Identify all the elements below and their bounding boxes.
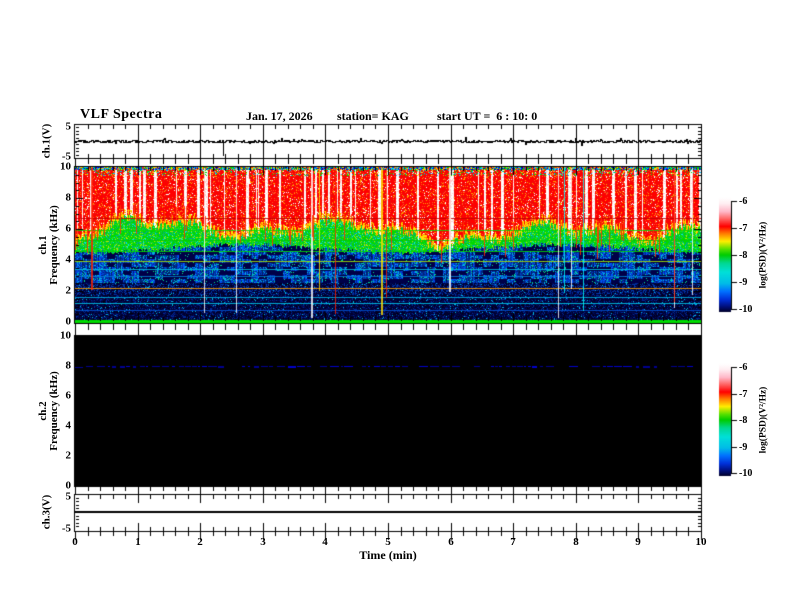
header-date: Jan. 17, 2026 xyxy=(246,109,313,123)
x-tick-label: 3 xyxy=(260,536,266,548)
ch1-voltage-axis-label: ch.1(V) xyxy=(40,123,53,159)
y-tick-label: 5 xyxy=(65,490,72,503)
colorbar-tick-label: -9 xyxy=(739,277,748,288)
figure-title: VLF Spectra xyxy=(80,107,163,122)
colorbar-tick-label: -10 xyxy=(739,468,753,479)
y-tick-label: 4 xyxy=(65,253,72,266)
y-tick-label: 5 xyxy=(65,120,72,133)
x-tick-label: 5 xyxy=(385,536,391,548)
y-tick-label: 8 xyxy=(65,359,72,372)
y-tick-label: -5 xyxy=(61,522,71,535)
y-tick-label: 8 xyxy=(65,191,72,204)
y-tick-label: 0 xyxy=(65,479,72,492)
colorbar-tick-label: -7 xyxy=(739,223,748,234)
y-tick-label: 10 xyxy=(60,160,71,173)
x-tick-label: 9 xyxy=(635,536,641,548)
colorbar-tick-label: -8 xyxy=(739,415,748,426)
colorbar-tick-label: -7 xyxy=(739,389,748,400)
colorbar-tick-label: -6 xyxy=(739,196,748,207)
x-tick-label: 2 xyxy=(197,536,203,548)
ch2-label-line2: Frequency (kHz) xyxy=(48,371,60,451)
y-tick-label: 2 xyxy=(65,449,72,462)
header-start-ut: start UT = 6 : 10: 0 xyxy=(437,109,538,123)
y-tick-label: 2 xyxy=(65,284,72,297)
colorbar-tick-label: -6 xyxy=(739,362,748,373)
y-tick-label: 10 xyxy=(60,329,71,342)
y-tick-label: 6 xyxy=(65,222,72,235)
colorbar-tick-label: -9 xyxy=(739,442,748,453)
y-tick-label: 0 xyxy=(65,315,72,328)
x-tick-label: 10 xyxy=(695,536,707,548)
x-tick-label: 7 xyxy=(510,536,516,548)
x-tick-label: 1 xyxy=(135,536,141,548)
ch2-frequency-axis-label: ch.2 Frequency (kHz) xyxy=(37,371,60,451)
colorbar-tick-label: -8 xyxy=(739,250,748,261)
header-station: station= KAG xyxy=(337,109,409,123)
colorbar-tick-label: -10 xyxy=(739,304,753,315)
ch1-frequency-axis-label: ch.1 Frequency (kHz) xyxy=(37,205,60,285)
y-tick-label: -5 xyxy=(61,150,71,163)
colorbar1-unit-label: log(PSD)(V²/Hz) xyxy=(758,221,769,289)
y-tick-label: 6 xyxy=(65,389,72,402)
ch3-voltage-axis-label: ch.3(V) xyxy=(40,494,53,530)
x-tick-label: 4 xyxy=(322,536,328,548)
x-tick-label: 6 xyxy=(448,536,454,548)
x-tick-label: 0 xyxy=(72,536,78,548)
time-axis-label: Time (min) xyxy=(359,548,417,562)
colorbar2-unit-label: log(PSD)(V²/Hz) xyxy=(758,386,769,454)
x-tick-label: 8 xyxy=(573,536,579,548)
y-tick-label: 4 xyxy=(65,419,72,432)
ch1-label-line2: Frequency (kHz) xyxy=(48,205,60,285)
